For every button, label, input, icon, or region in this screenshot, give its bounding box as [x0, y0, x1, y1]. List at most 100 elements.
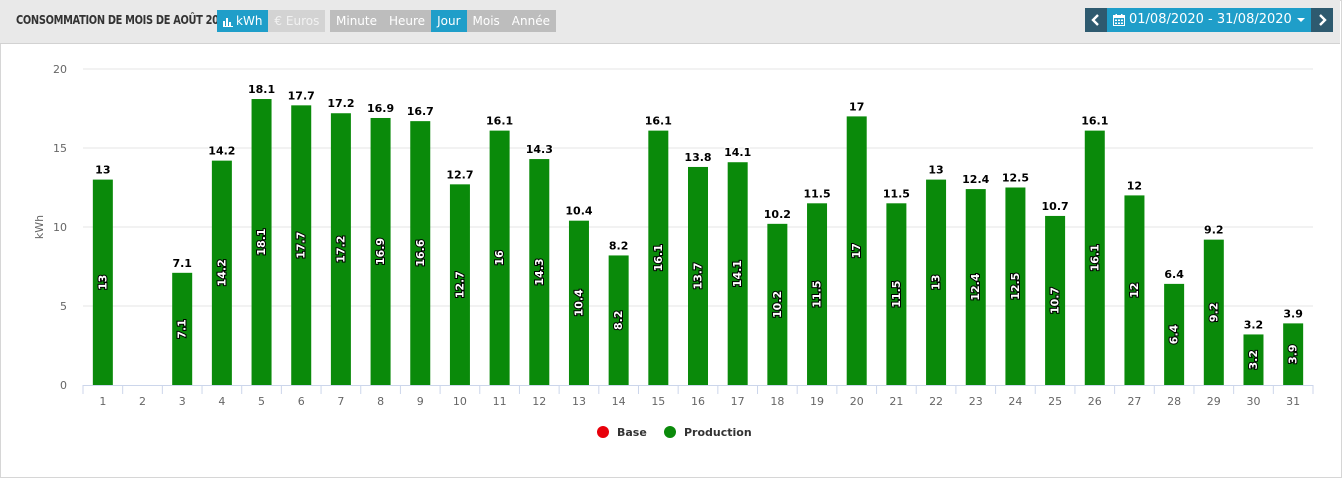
x-tick-label: 10 [453, 395, 467, 408]
bar-value-label: 18.1 [248, 83, 275, 96]
caret-down-icon [1296, 18, 1305, 22]
bar-value-label: 16.9 [367, 102, 394, 115]
bar-inner-label: 10.7 [1049, 287, 1062, 314]
x-tick-label: 8 [377, 395, 384, 408]
bar-value-label: 16.7 [407, 105, 434, 118]
bar-value-label: 10.7 [1042, 200, 1069, 213]
x-tick-label: 9 [417, 395, 424, 408]
production-bar [1005, 187, 1026, 385]
x-tick-label: 17 [731, 395, 745, 408]
x-tick-label: 7 [337, 395, 344, 408]
production-bar [965, 189, 986, 385]
x-tick-label: 13 [572, 395, 586, 408]
bar-inner-label: 16.1 [652, 244, 665, 271]
x-tick-label: 14 [612, 395, 626, 408]
x-tick-label: 6 [298, 395, 305, 408]
bar-value-label: 11.5 [803, 187, 830, 200]
bar-value-label: 7.1 [172, 257, 192, 270]
bar-inner-label: 13 [930, 275, 943, 290]
bar-inner-label: 12 [1128, 283, 1141, 298]
chevron-right-icon [1318, 14, 1327, 26]
next-period-button[interactable] [1310, 8, 1333, 32]
x-tick-label: 4 [218, 395, 225, 408]
bar-inner-label: 17 [850, 243, 863, 258]
bar-value-label: 14.2 [208, 145, 235, 158]
chevron-left-icon [1091, 14, 1099, 26]
bar-inner-label: 16.1 [1088, 244, 1101, 271]
previous-period-button[interactable] [1085, 8, 1107, 32]
x-tick-label: 23 [969, 395, 983, 408]
production-bar [1124, 195, 1145, 385]
bar-value-label: 12.4 [962, 173, 989, 186]
bar-value-label: 3.9 [1283, 307, 1303, 320]
legend-base-marker[interactable] [597, 426, 609, 438]
y-tick-label: 10 [53, 221, 67, 234]
x-tick-label: 24 [1008, 395, 1022, 408]
date-range-label: 01/08/2020 - 31/08/2020 [1129, 12, 1292, 27]
bar-value-label: 14.1 [724, 146, 751, 159]
y-tick-label: 0 [60, 379, 67, 392]
period-annee-button[interactable]: Année [505, 10, 556, 32]
euros-button[interactable]: € Euros [268, 10, 326, 32]
production-bar [489, 130, 510, 385]
date-range-button[interactable]: 01/08/2020 - 31/08/2020 [1107, 8, 1311, 32]
bar-inner-label: 14.1 [731, 260, 744, 287]
bar-inner-label: 16.6 [414, 239, 427, 266]
page-title: CONSOMMATION DE MOIS DE AOÛT 2020 [16, 13, 232, 27]
production-bar [608, 255, 629, 385]
production-bar [291, 105, 312, 385]
production-bar [449, 184, 470, 385]
x-tick-label: 26 [1088, 395, 1102, 408]
bar-inner-label: 16 [493, 250, 506, 266]
production-bar [648, 130, 669, 385]
legend-production-label[interactable]: Production [684, 426, 752, 439]
production-bar [529, 159, 550, 385]
y-tick-label: 5 [60, 300, 67, 313]
bar-inner-label: 3.9 [1287, 344, 1300, 364]
bar-inner-label: 11.5 [890, 281, 903, 308]
euros-label: Euros [285, 14, 320, 28]
bar-inner-label: 13.7 [692, 262, 705, 289]
x-tick-label: 21 [889, 395, 903, 408]
euro-icon: € [274, 14, 283, 28]
production-bar [926, 179, 947, 385]
period-minute-button[interactable]: Minute [330, 10, 383, 32]
x-tick-label: 3 [179, 395, 186, 408]
bar-value-label: 13.8 [684, 151, 711, 164]
period-jour-button[interactable]: Jour [431, 10, 467, 32]
bar-inner-label: 6.4 [1168, 324, 1181, 344]
y-tick-label: 15 [53, 142, 67, 155]
production-bar [1164, 283, 1185, 385]
period-heure-button[interactable]: Heure [383, 10, 432, 32]
unit-toggle: kWh € Euros [217, 10, 326, 32]
kwh-button[interactable]: kWh [217, 10, 269, 32]
bar-inner-label: 7.1 [176, 319, 189, 339]
x-tick-label: 28 [1167, 395, 1181, 408]
production-bar [1243, 334, 1264, 385]
x-tick-label: 16 [691, 395, 705, 408]
production-bar [370, 117, 391, 385]
period-mois-button[interactable]: Mois [466, 10, 506, 32]
production-bar [1203, 239, 1224, 385]
production-bar [1045, 215, 1066, 385]
bar-value-label: 13 [928, 164, 943, 177]
x-tick-label: 18 [770, 395, 784, 408]
bar-inner-label: 10.2 [771, 291, 784, 318]
period-toggle: Minute Heure Jour Mois Année [330, 10, 556, 32]
bar-value-label: 8.2 [609, 239, 629, 252]
bar-value-label: 17 [849, 100, 864, 113]
bar-inner-label: 12.4 [969, 273, 982, 300]
x-tick-label: 31 [1286, 395, 1300, 408]
bar-inner-label: 12.5 [1009, 273, 1022, 300]
production-bar [330, 113, 351, 386]
legend-base-label[interactable]: Base [617, 426, 647, 439]
bar-value-label: 17.7 [288, 89, 315, 102]
bar-inner-label: 13 [96, 275, 109, 290]
x-tick-label: 27 [1127, 395, 1141, 408]
production-bar [688, 166, 708, 385]
bar-value-label: 12.5 [1002, 172, 1029, 185]
bar-chart-icon [223, 17, 233, 27]
x-tick-label: 11 [493, 395, 507, 408]
legend-production-marker[interactable] [664, 426, 676, 438]
x-tick-label: 5 [258, 395, 265, 408]
